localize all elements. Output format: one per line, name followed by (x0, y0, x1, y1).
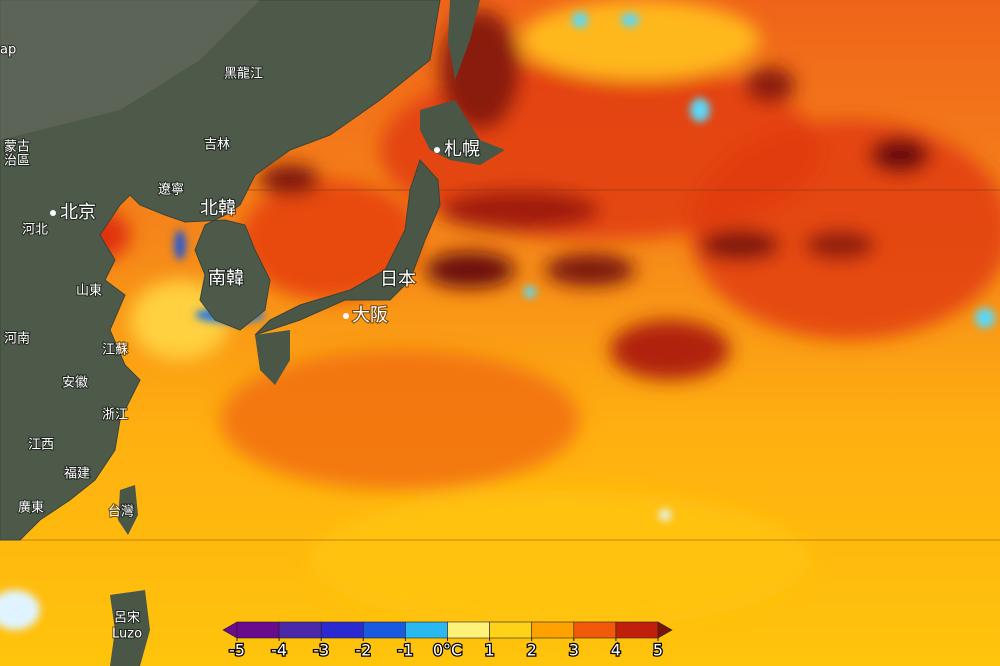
legend-tick-label: 2 (527, 641, 537, 660)
color-legend: -5 -4 -3 -2 -1 0°C 1 2 3 4 5 (222, 621, 673, 661)
place-label: 廣東 (18, 500, 44, 516)
place-label: 河南 (4, 331, 30, 347)
city-dot (434, 147, 440, 153)
place-label: 江西 (28, 438, 54, 453)
legend-swatch (278, 621, 322, 639)
legend-swatch (236, 621, 280, 639)
legend-tick-label: 5 (653, 641, 663, 660)
place-label: 安徽 (62, 376, 88, 391)
city-dot (50, 210, 56, 216)
place-label: 台灣 (108, 505, 134, 520)
legend-tick-label: 1 (485, 641, 495, 660)
place-label: 日本 (380, 269, 416, 290)
place-label: 大阪 (352, 305, 388, 326)
city-dot (343, 313, 349, 319)
sakhalin (448, 0, 480, 80)
legend-tick-label: 0°C (433, 641, 462, 660)
kyushu (255, 330, 290, 385)
place-label: Luzo (112, 627, 142, 642)
legend-swatch (405, 621, 448, 639)
place-label: 遼寧 (158, 182, 184, 198)
place-label: ap (0, 43, 16, 58)
place-label: 蒙古 (4, 140, 30, 155)
place-labels: ap 黑龍江 蒙古 治區 吉林 遼寧 北京 河北 北韓 南韓 山東 河南 江蘇 … (0, 42, 481, 643)
place-label: 福建 (64, 467, 90, 482)
place-label: 北韓 (200, 198, 236, 219)
legend-swatch (615, 621, 659, 639)
legend-tick-label: 3 (569, 641, 579, 660)
honshu (254, 159, 441, 336)
place-label: 呂宋 (114, 611, 140, 626)
place-label: 北京 (60, 202, 96, 223)
anomaly-patches (70, 0, 1000, 630)
place-label: 浙江 (102, 408, 128, 423)
place-label: 山東 (76, 283, 102, 299)
place-label: 南韓 (208, 268, 244, 289)
taiwan (118, 485, 138, 535)
place-label: 治區 (4, 154, 30, 169)
place-label: 黑龍江 (224, 66, 263, 82)
legend-tick-label: -5 (229, 641, 245, 660)
legend-tick-label: -2 (355, 641, 371, 660)
asian-mainland (0, 0, 441, 541)
legend-tick-label: -3 (313, 641, 329, 660)
legend-tick-label: -1 (397, 641, 413, 660)
luzon (110, 590, 150, 666)
place-label: 河北 (22, 223, 48, 238)
place-label: 吉林 (204, 138, 230, 153)
hokkaido (420, 100, 505, 165)
legend-swatch (573, 621, 617, 639)
legend-swatch (531, 621, 575, 639)
legend-swatch (447, 621, 490, 639)
legend-swatch (489, 621, 533, 639)
place-label: 札幌 (444, 139, 480, 160)
arid-region (0, 0, 260, 140)
legend-swatch (320, 621, 364, 639)
place-label: 江蘇 (102, 343, 128, 358)
legend-tick-label: -4 (271, 641, 287, 660)
legend-tick-label: 4 (611, 641, 621, 660)
legend-swatch (362, 621, 406, 639)
